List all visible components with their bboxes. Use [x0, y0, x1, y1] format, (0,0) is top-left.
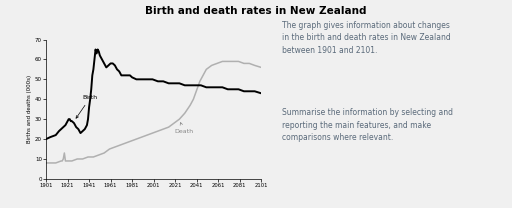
Text: Summarise the information by selecting and
reporting the main features, and make: Summarise the information by selecting a… — [282, 108, 453, 142]
Text: The graph gives information about changes
in the birth and death rates in New Ze: The graph gives information about change… — [282, 21, 451, 55]
Y-axis label: Births and deaths (000s): Births and deaths (000s) — [27, 75, 32, 143]
Text: Birth: Birth — [76, 95, 98, 118]
Text: Birth and death rates in New Zealand: Birth and death rates in New Zealand — [145, 6, 367, 16]
Text: Death: Death — [174, 123, 193, 134]
